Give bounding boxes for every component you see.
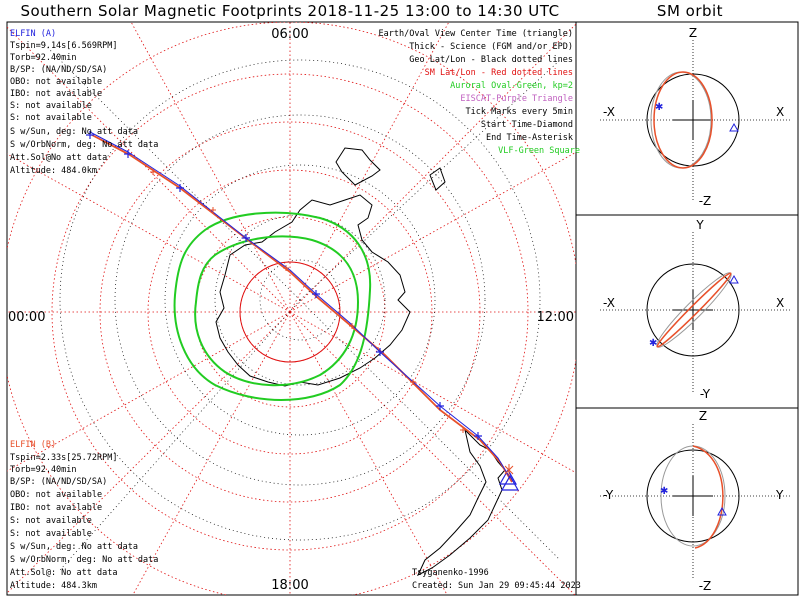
probe-b-line: S: not available <box>10 529 92 539</box>
probe-a-line: S w/Sun, deg: No att data <box>10 127 138 137</box>
sm-xz-axis-left: -X <box>603 105 615 119</box>
sm-yz-start-marker: ✱ <box>660 486 668 497</box>
probe-b-line: OBO: not available <box>10 490 102 500</box>
probe-a-line: Tspin=9.14s[6.569RPM] <box>10 41 117 51</box>
legend-entry: Earth/Oval View Center Time (triangle) <box>379 29 573 39</box>
sm-panel-xz: ✱ Z -Z -X X <box>600 26 790 208</box>
legend-entry: Thick - Science (FGM and/or EPD) <box>409 42 573 52</box>
legend-entry: End Time-Asterisk <box>486 133 573 143</box>
model-credit: Tsyganenko-1996 <box>412 568 489 578</box>
clock-label-left: 00:00 <box>8 310 45 325</box>
sm-xz-axis-right: X <box>776 105 784 119</box>
probe-b-line: S w/Sun, deg: No att data <box>10 542 138 552</box>
page-title: Southern Solar Magnetic Footprints 2018-… <box>20 2 560 20</box>
probe-b-end-asterisk <box>504 464 514 476</box>
probe-b-line: Att.Sol@: No att data <box>10 568 117 578</box>
sm-orbit-title: SM orbit <box>656 2 724 20</box>
sm-xy-axis-top: Y <box>695 218 704 232</box>
sm-xz-axis-bottom: -Z <box>699 194 712 208</box>
probe-b-line: Altitude: 484.3km <box>10 581 97 591</box>
auroral-oval-inner <box>194 235 360 387</box>
clock-label-bottom: 18:00 <box>271 578 308 593</box>
auroral-oval-outer <box>173 211 372 401</box>
legend-entry: VLF-Green Square <box>498 146 580 156</box>
sm-panel-yz: ✱ Z -Z -Y Y <box>600 409 790 593</box>
clock-label-top: 06:00 <box>271 27 308 42</box>
probe-a-line: IBO: not available <box>10 89 102 99</box>
legend-entry: SM Lat/Lon - Red dotted lines <box>425 68 573 78</box>
sm-xy-axis-bottom: -Y <box>700 387 711 401</box>
geo-grid <box>39 39 561 571</box>
probe-b-tick-marks <box>150 169 466 433</box>
sm-yz-axis-right: Y <box>775 488 784 502</box>
probe-b-line: IBO: not available <box>10 503 102 513</box>
clock-label-right: 12:00 <box>537 310 574 325</box>
antarctica-coastline <box>215 194 411 387</box>
sm-yz-axis-bottom: -Z <box>699 579 712 593</box>
legend-entry: EISCAT-Purple Triangle <box>460 94 573 104</box>
sm-yz-axis-top: Z <box>699 409 707 423</box>
sm-panel-xy: ✱ Y -Y -X X <box>600 218 790 401</box>
probe-b-line: Torb=92.40min <box>10 465 77 475</box>
probe-a-line: S: not available <box>10 101 92 111</box>
legend: Earth/Oval View Center Time (triangle) T… <box>379 29 580 156</box>
probe-b-line: S w/OrbNorm, deg: No att data <box>10 555 158 565</box>
legend-entry: Geo Lat/Lon - Black dotted lines <box>409 55 573 65</box>
sm-panel-yz-frame <box>575 407 799 596</box>
probe-a-footprint-track <box>89 131 511 479</box>
probe-a-end-triangle <box>498 468 518 485</box>
probe-a-line: B/SP: (NA/ND/SD/SA) <box>10 65 107 75</box>
sm-xz-axis-top: Z <box>689 26 697 40</box>
created-timestamp: Created: Sun Jan 29 09:45:44 2023 <box>412 581 581 591</box>
probe-a-tick-marks <box>86 131 482 440</box>
probe-b-line: S: not available <box>10 516 92 526</box>
sm-yz-axis-left: -Y <box>603 488 614 502</box>
probe-b-line: B/SP: (NA/ND/SD/SA) <box>10 477 107 487</box>
sm-xz-start-marker: ✱ <box>655 102 663 113</box>
australia-coastline <box>335 147 446 191</box>
probe-b-end-triangle <box>500 474 520 491</box>
probe-a-line: OBO: not available <box>10 77 102 87</box>
probe-b-info: ELFIN (B) Tspin=2.33s[25.72RPM] Torb=92.… <box>10 440 158 591</box>
probe-a-name: ELFIN (A) <box>10 29 56 39</box>
probe-a-line: S w/OrbNorm, deg: No att data <box>10 140 158 150</box>
sm-xy-start-marker: ✱ <box>649 338 657 349</box>
sm-xy-axis-left: -X <box>603 296 615 310</box>
legend-entry: Start Time-Diamond <box>481 120 573 130</box>
probe-b-name: ELFIN (B) <box>10 440 56 450</box>
probe-b-line: Tspin=2.33s[25.72RPM] <box>10 453 117 463</box>
probe-a-line: S: not available <box>10 113 92 123</box>
probe-a-info: ELFIN (A) Tspin=9.14s[6.569RPM] Torb=92.… <box>10 29 158 176</box>
sm-xy-axis-right: X <box>776 296 784 310</box>
probe-a-line: Torb=92.40min <box>10 53 77 63</box>
probe-b-footprint-track <box>91 134 513 483</box>
legend-entry: Auroral Oval-Green, kp=2 <box>450 81 573 91</box>
legend-entry: Tick Marks every 5min <box>466 107 573 117</box>
probe-a-line: Att.Sol@No att data <box>10 153 107 163</box>
sm-pole-circle <box>239 261 341 363</box>
probe-a-line: Altitude: 484.0km <box>10 166 97 176</box>
